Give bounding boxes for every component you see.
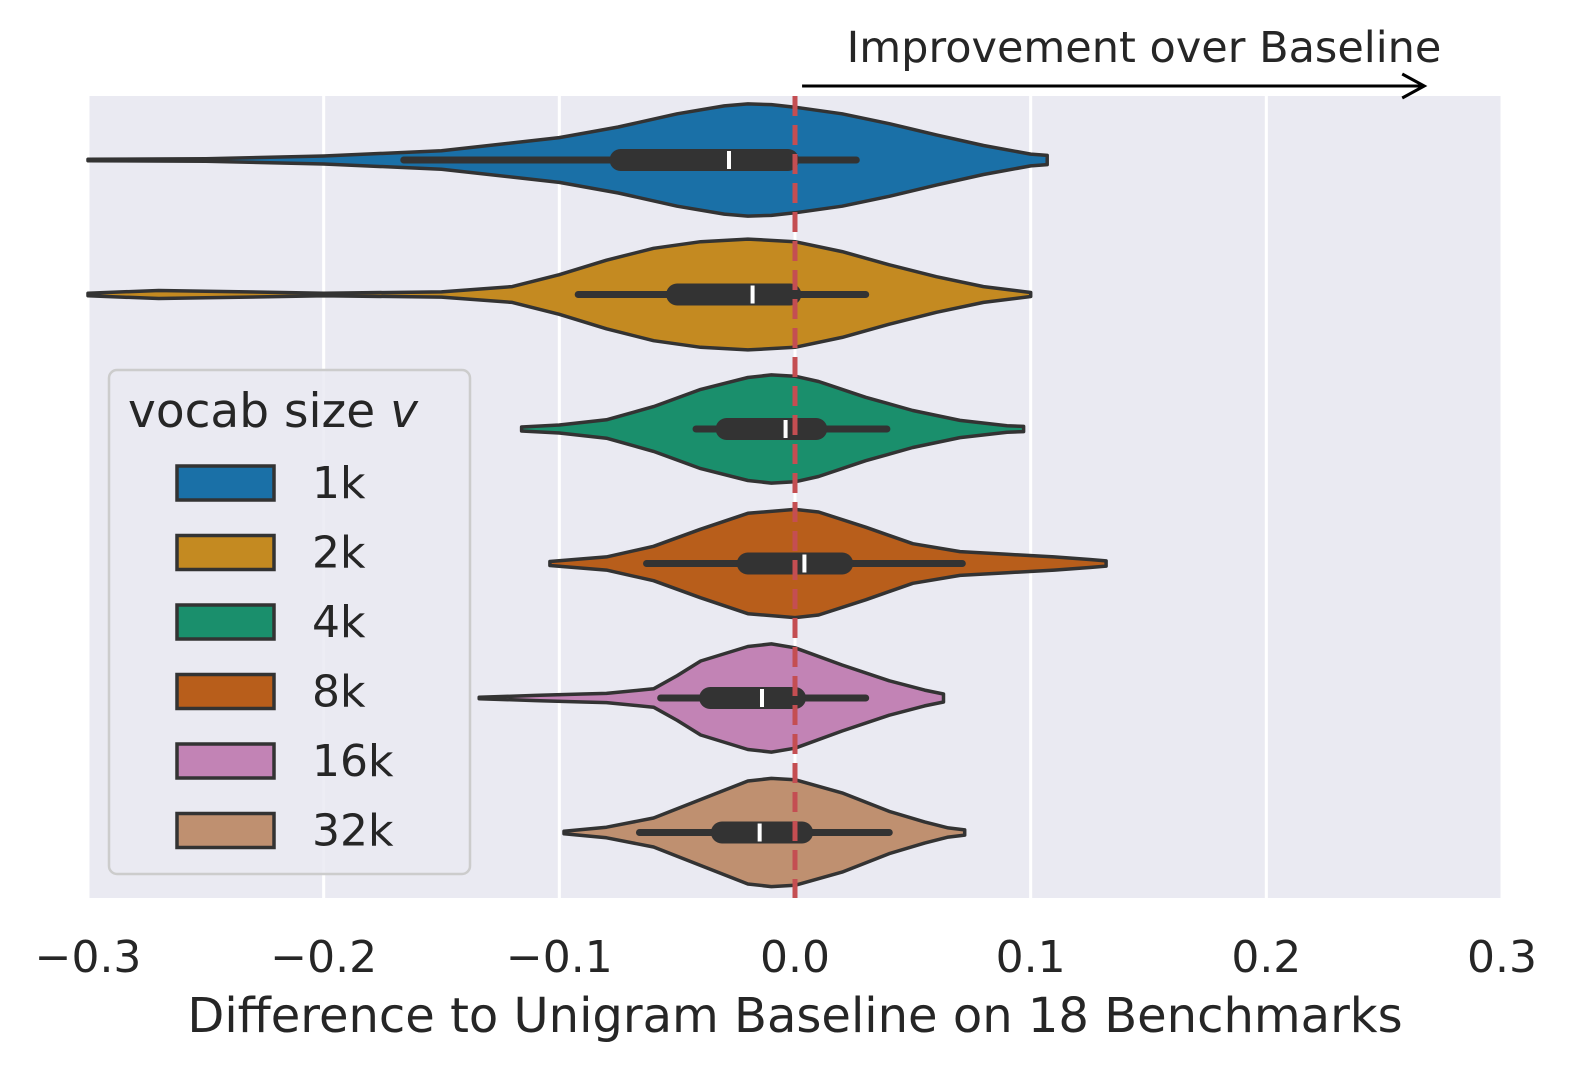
legend-item-4k: 4k — [175, 597, 366, 648]
legend-swatch — [175, 464, 276, 502]
legend-title: vocab size v — [128, 384, 419, 439]
legend-item-1k: 1k — [175, 458, 366, 509]
legend-label: 1k — [312, 458, 366, 509]
violin-16k — [477, 642, 946, 754]
violins — [86, 102, 1108, 889]
legend-item-8k: 8k — [175, 667, 366, 718]
violin-2k — [86, 237, 1033, 352]
x-tick-label: −0.1 — [506, 932, 613, 983]
x-tick-label: −0.3 — [35, 932, 142, 983]
legend-swatch — [175, 603, 276, 641]
legend-item-32k: 32k — [175, 806, 394, 857]
x-tick-label: 0.2 — [1231, 932, 1301, 983]
annotation-arrow-head — [1401, 72, 1428, 100]
annotation-text: Improvement over Baseline — [847, 23, 1442, 73]
x-axis-label: Difference to Unigram Baseline on 18 Ben… — [187, 988, 1402, 1044]
legend-items: 1k 2k 4k 8k 16k 32k — [175, 458, 394, 857]
legend-item-2k: 2k — [175, 528, 366, 579]
legend-title-text: vocab size — [128, 384, 390, 439]
legend-swatch — [175, 533, 276, 572]
improvement-annotation: Improvement over Baseline — [802, 23, 1442, 100]
legend-label: 4k — [312, 597, 366, 648]
violin-4k — [519, 373, 1026, 485]
x-tick-label: 0.1 — [996, 932, 1066, 983]
x-tick-label: 0.3 — [1467, 932, 1537, 983]
legend-label: 8k — [312, 667, 366, 718]
x-tick-labels: −0.3 −0.2 −0.1 0.0 0.1 0.2 0.3 — [35, 932, 1537, 983]
violin-1k — [86, 102, 1049, 218]
x-tick-label: −0.2 — [270, 932, 377, 983]
violin-32k — [562, 776, 967, 889]
legend-label: 2k — [312, 528, 366, 579]
legend-swatch — [175, 811, 276, 850]
legend-item-16k: 16k — [175, 736, 394, 787]
violin-8k — [548, 507, 1108, 620]
legend-label: 16k — [312, 736, 394, 787]
legend-frame — [107, 368, 472, 876]
legend-swatch — [175, 672, 276, 711]
legend-swatch — [175, 742, 276, 780]
violin-body — [86, 237, 1033, 352]
x-tick-label: 0.0 — [760, 932, 830, 983]
legend: vocab size v 1k 2k 4k 8k 16k 32k — [107, 368, 472, 876]
legend-title-variable: v — [390, 384, 419, 439]
legend-label: 32k — [312, 806, 394, 857]
